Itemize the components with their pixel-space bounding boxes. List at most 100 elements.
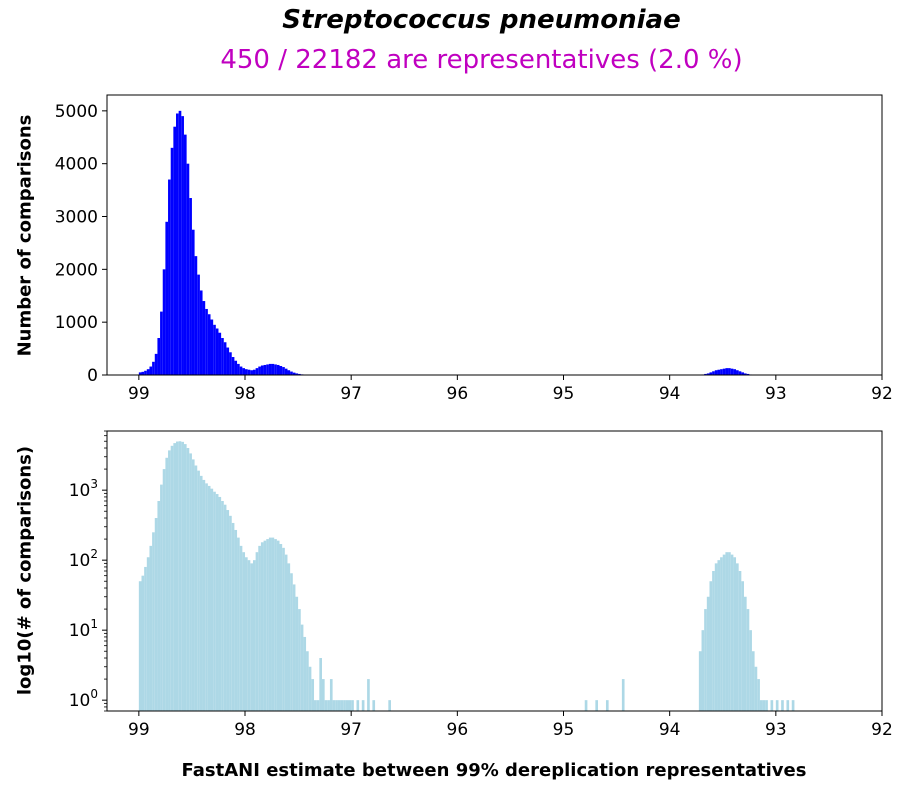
top-histogram-bar xyxy=(170,147,174,375)
bottom-histogram-bar xyxy=(181,441,184,711)
bottom-histogram-bar xyxy=(791,700,795,711)
bottom-histogram-bar xyxy=(717,560,721,711)
bottom-histogram-bar xyxy=(343,700,346,711)
bottom-histogram-bar xyxy=(276,540,280,711)
bottom-histogram-bar xyxy=(605,700,609,711)
top-histogram-bar xyxy=(282,367,285,375)
top-histogram-bar xyxy=(728,368,731,375)
top-histogram-bar xyxy=(165,221,169,375)
top-histogram-bar xyxy=(223,342,227,375)
top-histogram-bar xyxy=(268,363,272,375)
bottom-histogram-bar xyxy=(183,444,187,711)
top-histogram-bar xyxy=(237,363,240,375)
bottom-y-tick: 100 xyxy=(69,687,107,711)
top-histogram-bar xyxy=(210,319,214,375)
bottom-histogram-bar xyxy=(141,575,145,711)
bottom-x-tick-label: 95 xyxy=(553,720,575,740)
bottom-histogram-bar xyxy=(237,537,240,711)
bottom-histogram-bar xyxy=(730,554,734,711)
top-y-tick-label: 3000 xyxy=(55,208,98,228)
bottom-histogram-bar xyxy=(361,700,365,711)
bottom-histogram-bar xyxy=(725,552,729,711)
bottom-histogram-bar xyxy=(319,658,322,711)
bottom-histogram-bar xyxy=(351,700,354,711)
bottom-histogram-bar xyxy=(226,510,230,711)
top-histogram-bar xyxy=(746,373,750,375)
bottom-histogram-bar xyxy=(367,679,370,711)
top-histogram-bar xyxy=(213,324,216,375)
bottom-y-tick-label: 103 xyxy=(69,477,98,501)
bottom-histogram-bar xyxy=(327,700,330,711)
top-x-tick-label: 96 xyxy=(447,384,469,404)
top-histogram-bar xyxy=(157,338,161,375)
bottom-histogram-bar xyxy=(284,554,288,711)
top-histogram-bar xyxy=(274,364,277,375)
bottom-histogram-bar xyxy=(231,522,235,711)
bottom-histogram-bar xyxy=(295,596,299,711)
top-histogram-bar xyxy=(229,352,232,375)
bottom-histogram-bar xyxy=(194,465,198,711)
top-histogram-bar xyxy=(149,366,153,375)
bottom-y-tick-label: 102 xyxy=(69,547,98,571)
x-axis-label: FastANI estimate between 99% dereplicati… xyxy=(181,760,807,781)
top-histogram-bar xyxy=(146,369,150,375)
top-histogram-bar xyxy=(144,370,147,375)
bottom-histogram-bar xyxy=(329,679,333,711)
bottom-histogram-bar xyxy=(348,700,352,711)
top-histogram-bar xyxy=(743,373,747,375)
bottom-histogram-bar xyxy=(223,504,227,711)
top-histogram-bar xyxy=(258,366,261,375)
top-histogram-bar xyxy=(722,368,726,375)
bottom-x-tick: 96 xyxy=(447,711,468,740)
bottom-y-tick-label: 101 xyxy=(69,617,98,641)
bottom-histogram-bar xyxy=(176,441,179,711)
bottom-histogram-bar xyxy=(168,450,171,711)
bottom-histogram-bar xyxy=(340,700,344,711)
top-histogram-bar xyxy=(255,368,259,375)
top-y-tick-label: 5000 xyxy=(55,102,98,122)
top-histogram-bar xyxy=(191,229,195,375)
top-histogram-bar xyxy=(284,368,288,375)
top-histogram-bar xyxy=(218,332,222,375)
top-histogram-bar xyxy=(717,369,721,375)
bottom-histogram-bar xyxy=(287,563,291,711)
top-y-tick: 5000 xyxy=(55,102,107,122)
top-histogram-bar xyxy=(252,369,256,375)
bottom-x-tick: 98 xyxy=(234,711,256,740)
top-x-tick: 95 xyxy=(553,375,575,404)
bottom-x-tick-label: 97 xyxy=(340,720,362,740)
bottom-histogram-bar xyxy=(356,700,360,711)
top-histogram-bar xyxy=(215,328,219,375)
bottom-histogram-bar xyxy=(765,700,768,711)
bottom-histogram-bar xyxy=(239,545,243,711)
bottom-histogram-bar xyxy=(388,700,391,711)
bottom-histogram-bar xyxy=(706,596,710,711)
bottom-histogram-bar xyxy=(298,609,301,711)
bottom-histogram-bar xyxy=(157,501,161,711)
top-x-tick: 96 xyxy=(447,375,469,404)
top-x-tick-label: 95 xyxy=(553,384,575,404)
bottom-y-tick: 101 xyxy=(69,617,107,641)
bottom-histogram-bar xyxy=(258,545,261,711)
bottom-histogram-bar xyxy=(595,700,599,711)
bottom-x-tick-label: 92 xyxy=(871,720,893,740)
top-histogram-bar xyxy=(247,369,251,375)
bottom-histogram-bar xyxy=(754,666,758,711)
bottom-histogram-bar xyxy=(775,700,779,711)
top-histogram-bar xyxy=(266,364,269,375)
bottom-histogram-bar xyxy=(698,651,702,711)
bottom-histogram-bar xyxy=(252,560,256,711)
bottom-histogram-bar xyxy=(324,700,328,711)
top-histogram-bar xyxy=(234,360,238,375)
top-x-tick-label: 98 xyxy=(234,384,256,404)
bottom-histogram-bar xyxy=(728,552,731,711)
bottom-histogram-bar xyxy=(781,700,784,711)
top-histogram-bar xyxy=(207,314,211,375)
top-histogram-bar xyxy=(189,198,192,375)
top-histogram-bar xyxy=(152,361,155,375)
top-histogram-bar xyxy=(733,369,737,375)
top-y-tick: 4000 xyxy=(55,155,107,175)
top-histogram-bar xyxy=(298,373,301,375)
bottom-x-tick: 95 xyxy=(553,711,575,740)
bottom-histogram-bar xyxy=(292,584,296,711)
